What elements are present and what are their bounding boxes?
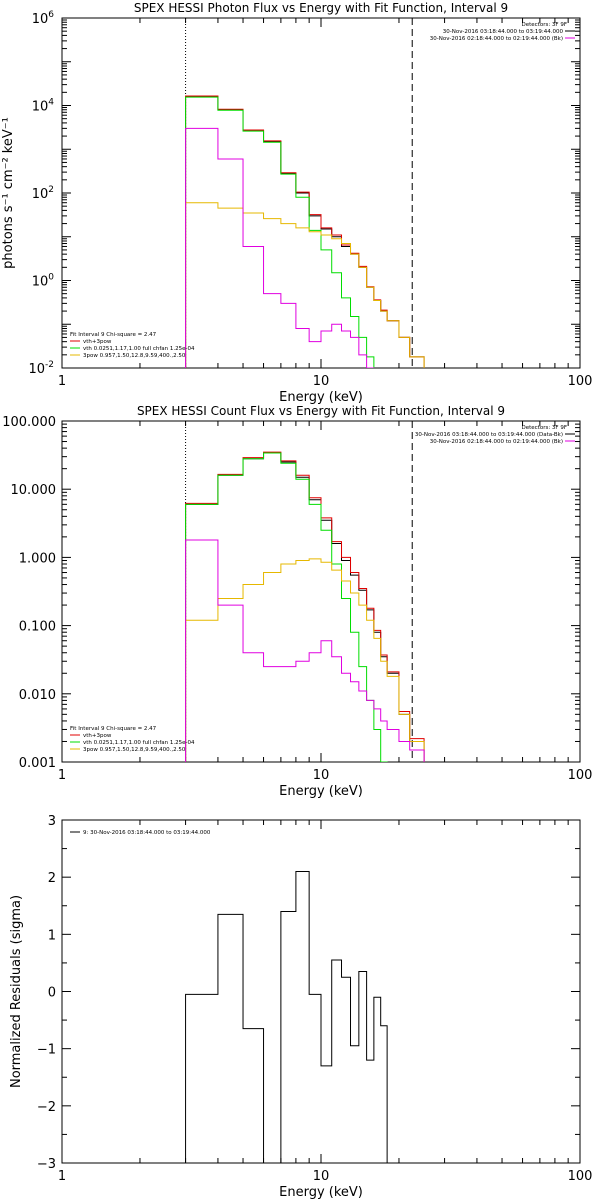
- series-line-3: [185, 96, 375, 368]
- legend-entry: 3pow 0.957,1.50,12.8,9.59,400.,2.50: [83, 353, 186, 359]
- legend-detectors: Detectors: 3F 9F: [521, 425, 567, 431]
- y-axis-label: Normalized Residuals (sigma): [9, 895, 24, 1088]
- y-tick-label: 1: [48, 928, 56, 943]
- legend-entry: 3pow 0.957,1.50,12.8,9.59,400.,2.50: [83, 747, 186, 753]
- x-axis-label: Energy (keV): [279, 390, 363, 405]
- data-series-group: [185, 451, 425, 762]
- x-tick-label: 10: [313, 768, 330, 783]
- chart-title: SPEX HESSI Photon Flux vs Energy with Fi…: [134, 1, 508, 15]
- y-tick-exponent: 4: [48, 98, 54, 108]
- y-tick-base: 10: [32, 12, 49, 27]
- y-tick-label: −2: [37, 1100, 56, 1115]
- series-line-1: [185, 96, 425, 368]
- y-tick-label: 1.000: [19, 551, 56, 566]
- y-tick-label: 2: [48, 871, 56, 886]
- y-tick-base: 10: [32, 100, 49, 115]
- series-line-5: [185, 539, 425, 762]
- legend-entry: 30-Nov-2016 02:18:44.000 to 02:19:44.000…: [430, 439, 563, 445]
- series-line-4: [185, 558, 425, 762]
- legend-fit-title: Fit Interval 9 Chi-square = 2.47: [70, 332, 157, 338]
- x-tick-label: 10: [313, 374, 330, 389]
- data-series-group: [185, 870, 388, 1163]
- x-axis-label: Energy (keV): [279, 1185, 363, 1200]
- legend-entry: 30-Nov-2016 03:18:44.000 to 03:19:44.000: [443, 29, 564, 35]
- plot-frame: [61, 420, 581, 763]
- y-tick-base: 10: [32, 187, 49, 202]
- y-tick-label: 100.000: [2, 415, 56, 430]
- y-tick-label: 10-2: [28, 360, 54, 377]
- legend-fit-title: Fit Interval 9 Chi-square = 2.47: [70, 726, 157, 732]
- y-tick-label: 0: [48, 986, 56, 1001]
- y-tick-label: 0.001: [19, 756, 56, 771]
- plot-frame: [61, 819, 581, 1164]
- y-tick-label: 104: [32, 98, 55, 115]
- y-axis-label: photons s⁻¹ cm⁻² keV⁻¹: [1, 117, 16, 269]
- y-tick-exponent: 2: [48, 185, 54, 195]
- plot-frame: [61, 17, 581, 369]
- y-tick-label: 102: [32, 185, 54, 202]
- x-tick-label: 100: [568, 768, 593, 783]
- chart-title: SPEX HESSI Count Flux vs Energy with Fit…: [137, 404, 505, 418]
- y-tick-label: 0.100: [19, 620, 56, 635]
- y-tick-label: −3: [37, 1157, 56, 1172]
- series-line-5: [185, 127, 375, 368]
- x-tick-label: 1: [58, 374, 66, 389]
- x-tick-label: 10: [313, 1169, 330, 1184]
- y-tick-base: 10: [32, 275, 49, 290]
- series-line-2: [185, 95, 425, 368]
- legend-entry: vth+3pow: [83, 733, 112, 739]
- series-line-1: [185, 870, 388, 1163]
- x-axis-label: Energy (keV): [279, 784, 363, 799]
- y-tick-base: 10: [28, 362, 45, 377]
- y-tick-label: 0.010: [19, 688, 56, 703]
- panel-3: 1 10 100 −3 −2 −1 0 1 2 3 Energy (keV) Normalized R…: [9, 814, 592, 1200]
- y-tick-exponent: 0: [48, 273, 54, 283]
- y-tick-label: 100: [32, 273, 55, 290]
- y-tick-exponent: -2: [45, 360, 54, 370]
- x-tick-label: 1: [58, 1169, 66, 1184]
- series-line-3: [185, 452, 388, 762]
- legend-entry: 30-Nov-2016 03:18:44.000 to 03:19:44.000…: [415, 432, 563, 438]
- y-tick-label: 106: [32, 10, 55, 27]
- legend-entry: 9: 30-Nov-2016 03:18:44.000 to 03:19:44.…: [83, 830, 211, 836]
- legend-entry: vth 0.0251,1.17,1.00 full chfan 1.25e-04: [83, 346, 195, 352]
- legend-entry: vth 0.0251,1.17,1.00 full chfan 1.25e-04: [83, 740, 195, 746]
- x-tick-label: 1: [58, 768, 66, 783]
- series-line-2: [185, 451, 425, 762]
- panel-2: 1 10 100 0.001 0.010 0.100 1.000 10.000 100.000 S…: [2, 404, 593, 799]
- series-line-4: [185, 202, 425, 368]
- data-series-group: [185, 95, 425, 368]
- y-tick-label: 10.000: [11, 483, 57, 498]
- y-tick-exponent: 6: [48, 10, 54, 20]
- x-tick-label: 100: [568, 374, 593, 389]
- x-tick-label: 100: [568, 1169, 593, 1184]
- y-tick-label: 3: [48, 814, 56, 829]
- y-tick-label: −1: [37, 1043, 56, 1058]
- legend-entry: vth+3pow: [83, 339, 112, 345]
- series-line-1: [185, 452, 425, 762]
- legend-detectors: Detectors: 3F 9F: [521, 22, 567, 28]
- legend-entry: 30-Nov-2016 02:18:44.000 to 02:19:44.000…: [430, 36, 563, 42]
